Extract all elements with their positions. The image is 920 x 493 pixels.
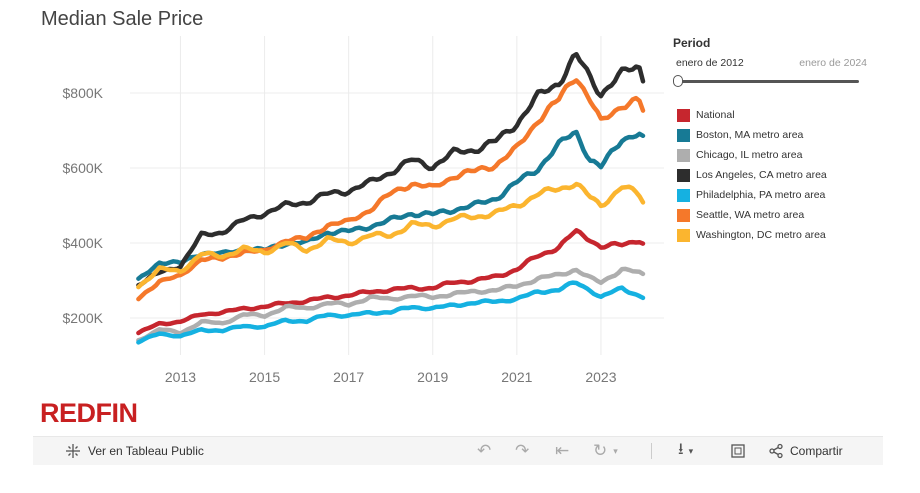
legend-swatch bbox=[677, 168, 690, 182]
legend-item-boston[interactable]: Boston, MA metro area bbox=[677, 125, 827, 145]
grid-lines bbox=[130, 36, 664, 355]
share-button[interactable]: Compartir bbox=[768, 437, 843, 465]
legend-swatch bbox=[677, 108, 690, 122]
y-tick-label: $600K bbox=[63, 160, 104, 176]
legend-swatch bbox=[677, 188, 690, 202]
legend-item-losangeles[interactable]: Los Angeles, CA metro area bbox=[677, 165, 827, 185]
fullscreen-icon[interactable] bbox=[730, 437, 746, 465]
period-start-label: enero de 2012 bbox=[676, 57, 744, 69]
legend-swatch bbox=[677, 128, 690, 142]
tableau-toolbar: Ver en Tableau Public ↶ ↷ ⇤ ↻ ▾ ⭳ ▾ Compa… bbox=[33, 436, 883, 465]
period-label: Period bbox=[673, 36, 711, 50]
tableau-icon bbox=[66, 444, 80, 458]
refresh-icon[interactable]: ↻ ▾ bbox=[593, 441, 618, 460]
redo-icon[interactable]: ↷ bbox=[515, 441, 530, 460]
series-lines[interactable] bbox=[136, 51, 646, 345]
y-axis: $200K $400K $600K $800K bbox=[63, 85, 104, 326]
x-tick-label: 2013 bbox=[165, 369, 196, 385]
share-label: Compartir bbox=[790, 444, 843, 458]
legend-swatch bbox=[677, 208, 690, 222]
series-line-national[interactable] bbox=[136, 228, 646, 336]
share-icon bbox=[769, 443, 783, 459]
legend-label: Los Angeles, CA metro area bbox=[696, 169, 827, 181]
series-line-philadelphia[interactable] bbox=[136, 280, 646, 345]
legend-label: Seattle, WA metro area bbox=[696, 209, 805, 221]
y-tick-label: $800K bbox=[63, 85, 104, 101]
view-on-tableau-button[interactable]: Ver en Tableau Public bbox=[65, 437, 204, 465]
x-tick-label: 2021 bbox=[501, 369, 532, 385]
legend-label: Washington, DC metro area bbox=[696, 229, 826, 241]
legend-swatch bbox=[677, 148, 690, 162]
series-line-washington[interactable] bbox=[136, 181, 646, 290]
chart-title: Median Sale Price bbox=[41, 8, 204, 30]
legend-swatch bbox=[677, 228, 690, 242]
toolbar-divider bbox=[651, 443, 652, 459]
redfin-logo: REDFIN bbox=[40, 398, 138, 428]
period-slider[interactable] bbox=[673, 75, 859, 87]
revert-icon[interactable]: ⇤ bbox=[555, 441, 570, 460]
y-tick-label: $200K bbox=[63, 310, 104, 326]
download-icon[interactable]: ⭳ ▾ bbox=[678, 440, 694, 458]
legend-item-national[interactable]: National bbox=[677, 105, 827, 125]
x-axis: 2013 2015 2017 2019 2021 2023 bbox=[165, 369, 617, 385]
series-line-boston[interactable] bbox=[136, 129, 646, 281]
x-tick-label: 2023 bbox=[585, 369, 616, 385]
legend-item-chicago[interactable]: Chicago, IL metro area bbox=[677, 145, 827, 165]
series-line-losangeles[interactable] bbox=[136, 51, 646, 288]
series-line-seattle[interactable] bbox=[136, 78, 646, 302]
legend-label: National bbox=[696, 109, 735, 121]
undo-icon[interactable]: ↶ bbox=[477, 441, 492, 460]
view-on-tableau-label: Ver en Tableau Public bbox=[88, 444, 204, 458]
y-tick-label: $400K bbox=[63, 235, 104, 251]
legend: National Boston, MA metro area Chicago, IL… bbox=[677, 105, 827, 245]
slider-track[interactable] bbox=[679, 80, 859, 83]
x-tick-label: 2019 bbox=[417, 369, 448, 385]
series-line-chicago[interactable] bbox=[136, 266, 646, 343]
legend-label: Boston, MA metro area bbox=[696, 129, 804, 141]
legend-item-philadelphia[interactable]: Philadelphia, PA metro area bbox=[677, 185, 827, 205]
slider-handle[interactable] bbox=[673, 75, 683, 87]
legend-label: Chicago, IL metro area bbox=[696, 149, 803, 161]
period-end-label: enero de 2024 bbox=[799, 57, 867, 69]
x-tick-label: 2017 bbox=[333, 369, 364, 385]
line-chart[interactable]: $200K $400K $600K $800K 2013 2015 2017 2019 202… bbox=[0, 0, 665, 395]
legend-item-washington[interactable]: Washington, DC metro area bbox=[677, 225, 827, 245]
period-filter: Period enero de 2012 enero de 2024 bbox=[673, 36, 873, 73]
legend-label: Philadelphia, PA metro area bbox=[696, 189, 826, 201]
legend-item-seattle[interactable]: Seattle, WA metro area bbox=[677, 205, 827, 225]
x-tick-label: 2015 bbox=[249, 369, 280, 385]
